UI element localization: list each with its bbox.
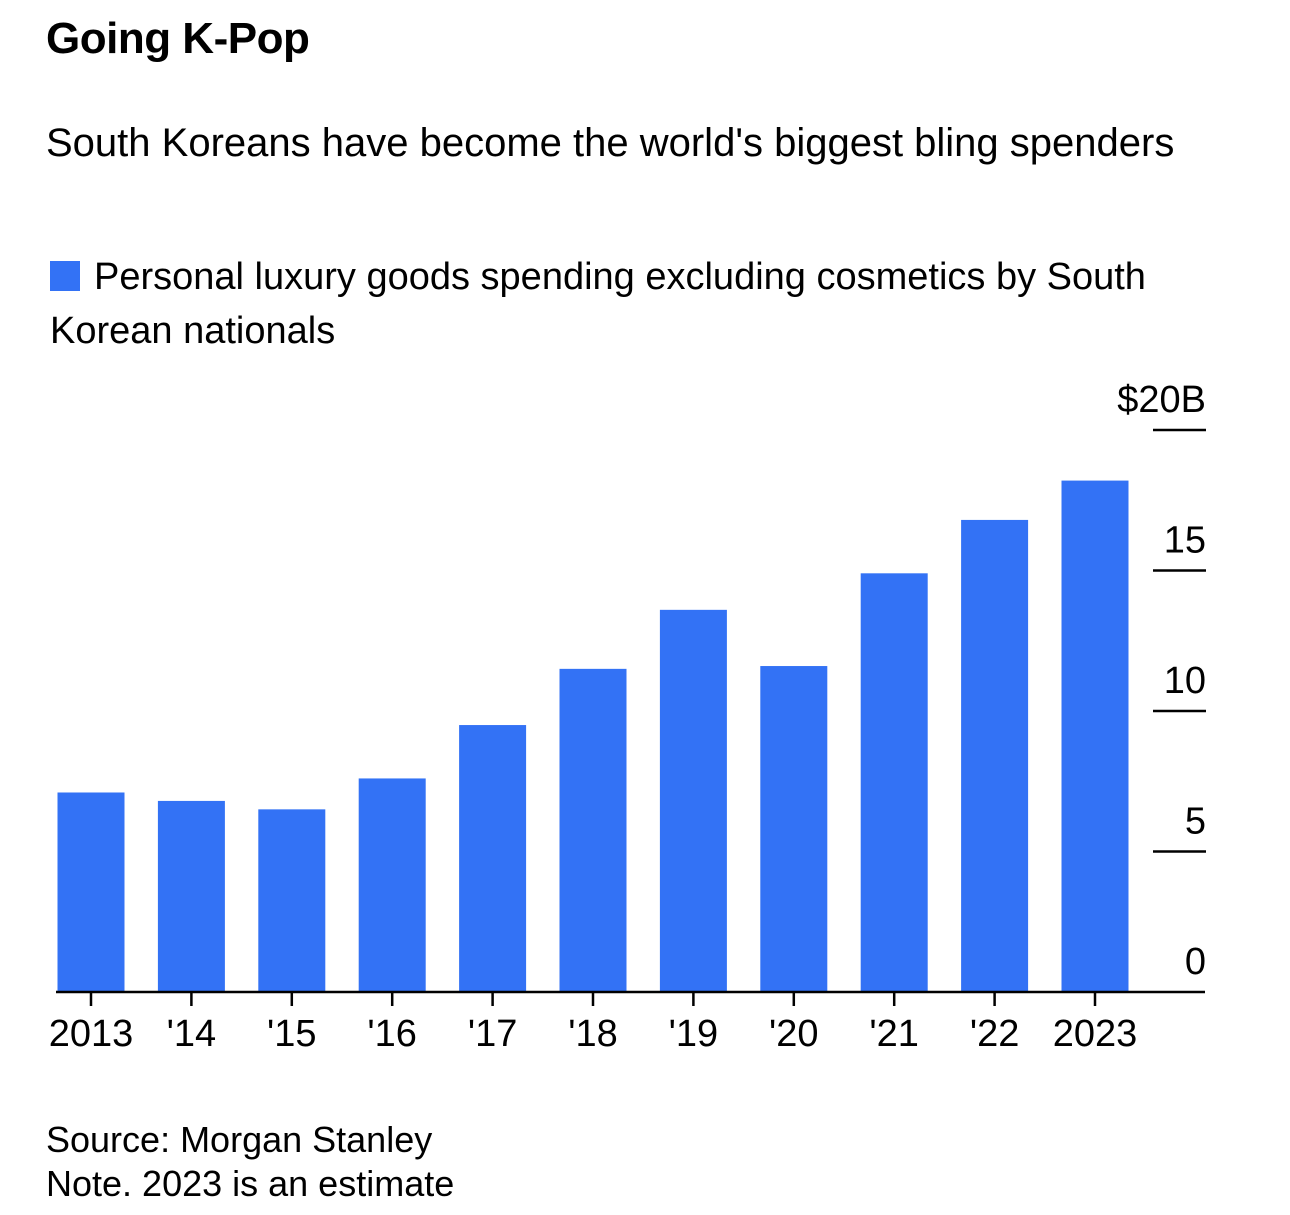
bar-0 — [57, 792, 125, 992]
x-tick-label-4: '17 — [468, 1013, 518, 1055]
estimate-note: Note. 2023 is an estimate — [46, 1163, 455, 1204]
y-tick-label-3: 15 — [1164, 520, 1206, 562]
chart-subtitle: South Koreans have become the world's bi… — [46, 121, 1175, 165]
x-tick-label-7: '20 — [769, 1013, 819, 1055]
bar-8 — [860, 573, 928, 992]
x-tick-label-5: '18 — [568, 1013, 618, 1055]
y-tick-label-2: 10 — [1164, 660, 1206, 702]
bar-7 — [760, 666, 828, 992]
bar-10 — [1061, 480, 1129, 992]
footer: Source: Morgan Stanley Note. 2023 is an … — [46, 1118, 454, 1206]
bar-6 — [659, 609, 727, 992]
x-tick-label-6: '19 — [669, 1013, 719, 1055]
x-tick-label-1: '14 — [167, 1013, 217, 1055]
x-tick-label-2: '15 — [267, 1013, 317, 1055]
x-tick-label-3: '16 — [367, 1013, 417, 1055]
bar-4 — [459, 725, 527, 992]
x-tick-label-10: 2023 — [1053, 1013, 1138, 1055]
legend-label: Personal luxury goods spending excluding… — [50, 256, 1146, 352]
bar-9 — [961, 519, 1029, 992]
bar-2 — [258, 809, 326, 992]
y-tick-label-4: $20B — [1117, 379, 1206, 421]
bar-5 — [559, 668, 627, 992]
legend: Personal luxury goods spending excluding… — [50, 250, 1230, 358]
y-tick-label-0: 0 — [1185, 941, 1206, 983]
legend-swatch — [50, 261, 80, 291]
x-tick-label-9: '22 — [970, 1013, 1020, 1055]
source-note: Source: Morgan Stanley — [46, 1119, 433, 1160]
x-tick-label-0: 2013 — [49, 1013, 134, 1055]
x-tick-label-8: '21 — [869, 1013, 919, 1055]
bar-3 — [358, 778, 426, 992]
bar-1 — [157, 800, 225, 992]
chart-title: Going K-Pop — [46, 14, 310, 63]
y-tick-label-1: 5 — [1185, 801, 1206, 843]
